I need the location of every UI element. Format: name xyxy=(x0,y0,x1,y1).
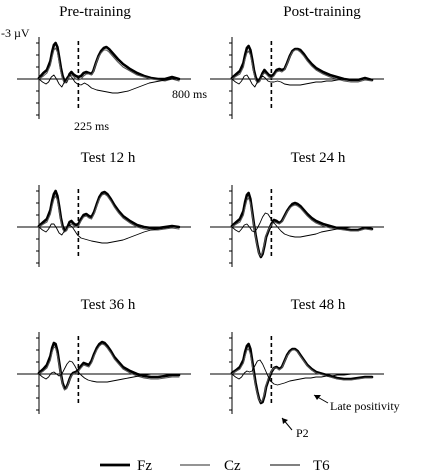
legend-label-t6: T6 xyxy=(313,458,330,474)
late-positivity-arrowhead xyxy=(314,395,321,400)
panel-title: Test 24 h xyxy=(291,150,346,166)
series-fz-line xyxy=(230,44,374,83)
series-t6-line xyxy=(231,74,373,88)
series-cz-line xyxy=(38,343,180,391)
p2-label: P2 xyxy=(296,426,309,440)
series-t6-line xyxy=(231,212,373,238)
panel-2 xyxy=(210,37,384,119)
panel-title: Test 48 h xyxy=(291,297,346,313)
panel-title: Test 36 h xyxy=(81,297,136,313)
series-fz-line xyxy=(37,41,181,84)
y-unit-label: -3 µV xyxy=(1,26,30,40)
panel-title: Pre-training xyxy=(59,4,131,20)
series-cz-line xyxy=(38,193,180,233)
p2-arrowhead xyxy=(282,418,288,424)
series-fz-line xyxy=(37,340,181,390)
legend-label-fz: Fz xyxy=(137,458,152,474)
series-cz-line xyxy=(231,348,373,403)
series-t6-line xyxy=(38,360,180,383)
panel-6 xyxy=(210,332,384,414)
panel-3 xyxy=(17,185,191,267)
late-positivity-label: Late positivity xyxy=(330,399,400,413)
marker-225ms-label: 225 ms xyxy=(74,119,109,133)
panel-title: Test 12 h xyxy=(81,150,136,166)
x-end-label: 800 ms xyxy=(172,87,207,101)
series-cz-line xyxy=(38,47,180,84)
series-t6-line xyxy=(38,223,180,244)
panel-1 xyxy=(17,37,191,119)
series-cz-line xyxy=(231,197,373,257)
series-t6-line xyxy=(38,74,180,94)
series-fz-line xyxy=(230,191,374,259)
panel-title: Post-training xyxy=(283,4,361,20)
panel-5 xyxy=(17,332,191,414)
series-fz-line xyxy=(230,342,374,405)
series-fz-line xyxy=(37,189,181,232)
series-t6-line xyxy=(231,359,373,386)
series-cz-line xyxy=(231,49,373,84)
panel-4 xyxy=(210,185,384,267)
legend-label-cz: Cz xyxy=(224,458,241,474)
